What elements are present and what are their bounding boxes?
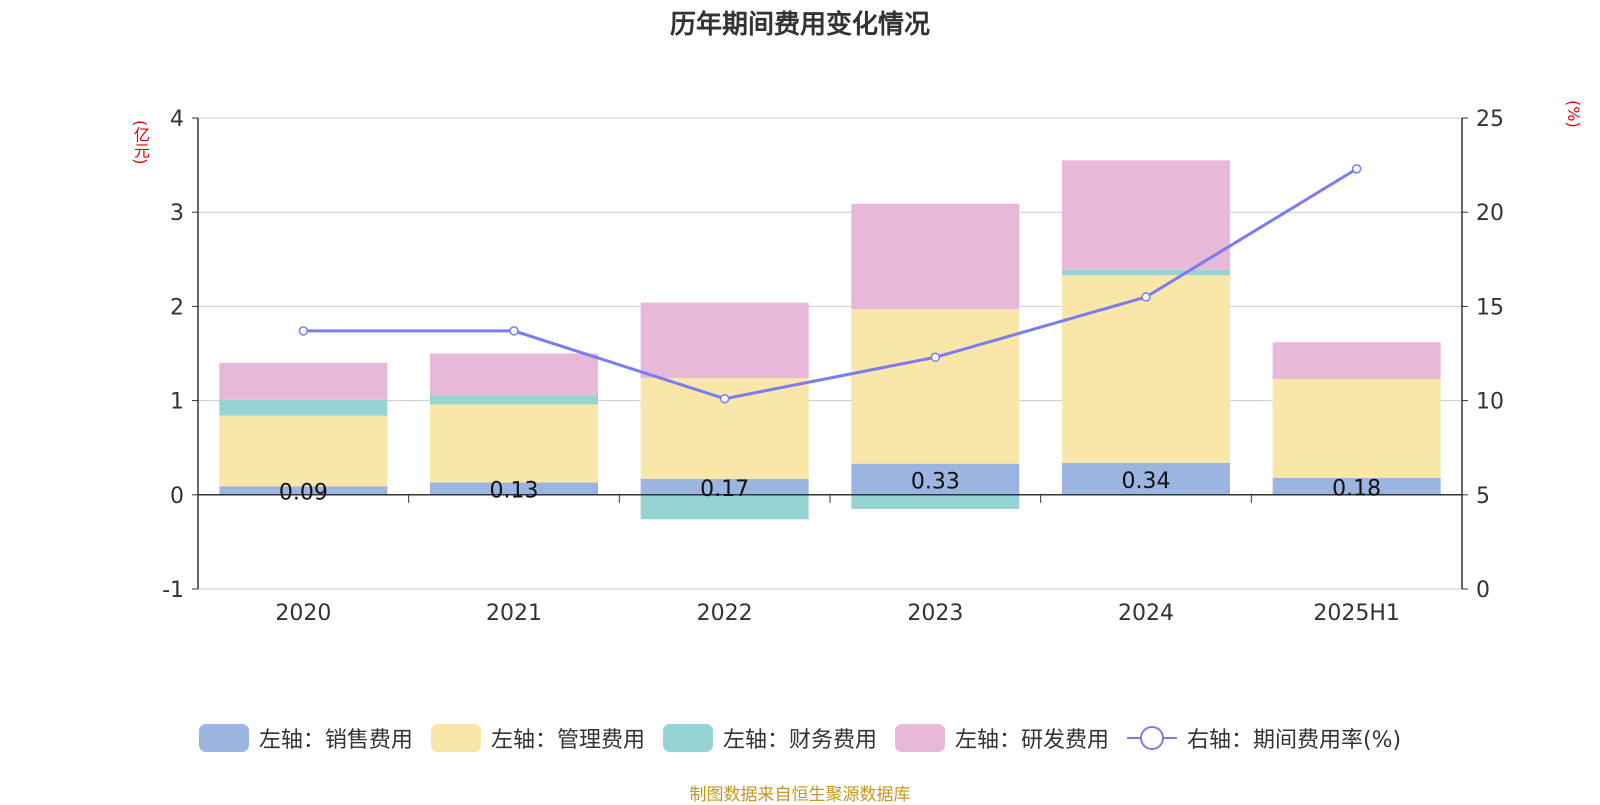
bar-finance — [1062, 269, 1230, 276]
legend-swatch-admin — [430, 724, 481, 752]
bar-admin — [851, 309, 1020, 464]
expense-rate-line — [303, 167, 1358, 401]
left-axis-tick-label: -1 — [162, 578, 184, 603]
left-axis-tick-label: 2 — [170, 295, 184, 320]
expense-rate-point — [1351, 164, 1362, 174]
right-axis-tick-label: 10 — [1476, 390, 1504, 415]
bar-admin — [219, 415, 388, 487]
expense-rate-point — [509, 326, 519, 336]
x-axis-tick-label: 2022 — [697, 601, 753, 626]
x-axis-tick-label: 2023 — [907, 601, 963, 626]
expense-rate-point — [719, 393, 730, 404]
chart-title: 历年期间费用变化情况 — [669, 10, 930, 40]
data-label-sales: 0.13 — [490, 479, 539, 504]
left-axis-unit: (亿元) — [131, 120, 150, 165]
left-axis-tick-label: 1 — [170, 390, 184, 415]
x-axis-tick-label: 2025H1 — [1313, 601, 1400, 626]
data-source-note: 制图数据来自恒生聚源数据库 — [689, 785, 911, 805]
bar-rd — [851, 203, 1020, 310]
bar-rd — [219, 362, 388, 400]
bar-rd — [640, 302, 809, 378]
legend-item-admin[interactable]: 左轴：管理费用 — [430, 722, 645, 754]
bar-finance — [851, 494, 1020, 509]
x-axis-tick-label: 2024 — [1118, 601, 1174, 626]
left-axis-tick-label: 0 — [170, 484, 184, 509]
legend-swatch-rd — [894, 724, 945, 752]
bar-admin — [1062, 275, 1230, 463]
bar-admin — [430, 404, 598, 483]
bar-finance — [219, 399, 388, 416]
expense-rate-point — [1141, 292, 1151, 302]
legend-item-rd[interactable]: 左轴：研发费用 — [894, 722, 1109, 754]
x-axis-tick-label: 2020 — [275, 601, 331, 626]
legend-label-admin: 左轴：管理费用 — [490, 728, 645, 753]
x-axis-tick-label: 2021 — [486, 601, 542, 626]
right-axis-tick-label: 15 — [1476, 295, 1504, 320]
expense-rate-point — [930, 352, 941, 363]
right-axis-tick-label: 20 — [1476, 201, 1504, 226]
legend-label-finance: 左轴：财务费用 — [722, 728, 877, 753]
legend-label-sales: 左轴：销售费用 — [258, 728, 413, 753]
left-axis-tick-label: 4 — [170, 107, 184, 132]
legend-swatch-expense-rate — [1126, 724, 1177, 752]
data-label-sales: 0.34 — [1122, 469, 1171, 494]
right-axis-tick-label: 25 — [1476, 107, 1504, 132]
left-axis-tick-label: 3 — [170, 201, 184, 226]
legend-swatch-sales — [198, 724, 249, 752]
bar-sales — [430, 482, 598, 495]
bar-admin — [1272, 378, 1441, 478]
bar-sales — [1272, 477, 1441, 495]
expense-rate-point — [298, 326, 309, 336]
bar-rd — [1062, 160, 1230, 270]
bar-finance — [640, 494, 809, 520]
legend-label-expense-rate: 右轴：期间费用率(%) — [1186, 728, 1402, 753]
bar-admin — [640, 377, 809, 479]
bar-rd — [430, 353, 598, 396]
data-label-sales: 0.09 — [279, 481, 328, 506]
bar-finance — [430, 395, 598, 405]
right-axis-unit: (%) — [1564, 100, 1583, 128]
chart-plot: -1 0 1 2 3 4 0 5 10 15 20 25 2020 2021 2022 2023 2024 202… — [162, 107, 1504, 626]
legend: 左轴：销售费用 左轴：管理费用 左轴：财务费用 左轴：研发费用 右轴：期间费用率… — [0, 722, 1600, 754]
legend-item-finance[interactable]: 左轴：财务费用 — [662, 722, 877, 754]
legend-label-rd: 左轴：研发费用 — [954, 728, 1109, 753]
legend-item-expense-rate[interactable]: 右轴：期间费用率(%) — [1126, 722, 1402, 754]
bar-sales — [640, 478, 809, 495]
data-label-sales: 0.18 — [1332, 476, 1381, 501]
right-axis-tick-label: 5 — [1476, 484, 1490, 509]
bar-sales — [1062, 462, 1230, 495]
legend-swatch-finance — [662, 724, 713, 752]
legend-item-sales[interactable]: 左轴：销售费用 — [198, 722, 413, 754]
right-axis-tick-label: 0 — [1476, 578, 1490, 603]
data-label-sales: 0.33 — [911, 469, 960, 494]
bar-rd — [1272, 342, 1441, 379]
data-label-sales: 0.17 — [700, 477, 749, 502]
bar-sales — [219, 486, 388, 495]
bar-sales — [851, 463, 1020, 495]
